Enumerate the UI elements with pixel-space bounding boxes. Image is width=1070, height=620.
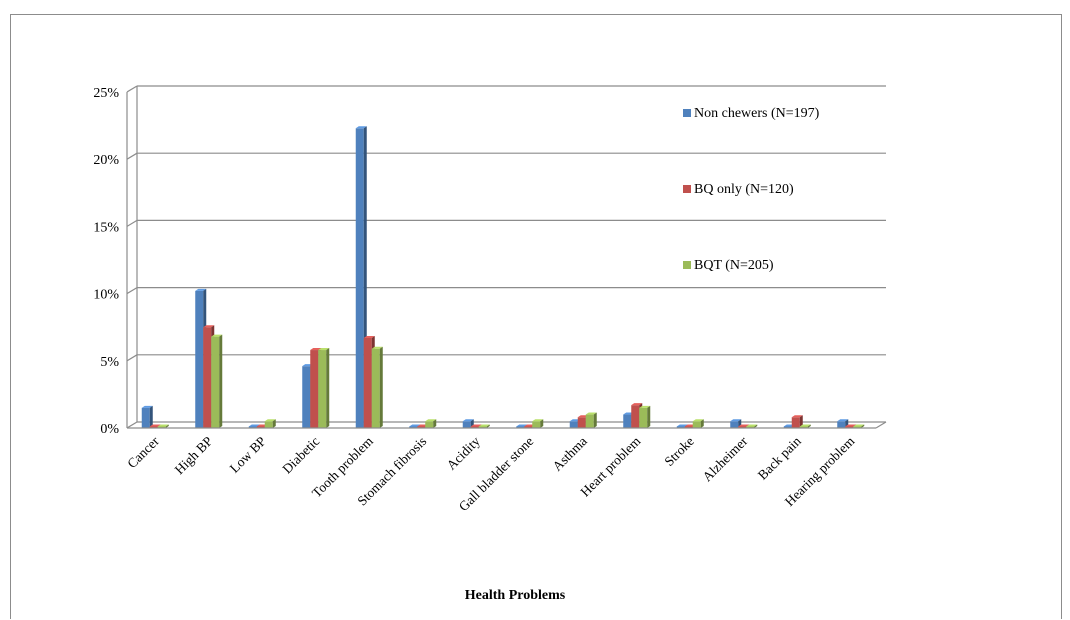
gridline-depth <box>126 85 138 93</box>
legend-swatch <box>683 261 691 269</box>
legend-swatch <box>683 109 691 117</box>
x-tick-label: Acidity <box>444 433 483 472</box>
x-tick-label: High BP <box>172 434 216 478</box>
bar <box>791 415 803 428</box>
gridline-depth <box>126 152 138 160</box>
y-tick-label: 15% <box>93 220 119 235</box>
legend-label: BQ only (N=120) <box>694 182 794 197</box>
bar <box>853 424 865 428</box>
bar <box>799 424 811 428</box>
gridline-depth <box>126 354 138 362</box>
gridlines <box>126 85 886 429</box>
legend-label: BQT (N=205) <box>694 258 774 273</box>
legend: Non chewers (N=197) BQ only (N=120) BQT (N… <box>683 106 820 273</box>
x-tick-label: Asthma <box>550 434 590 474</box>
x-tick-label: Back pain <box>755 433 804 482</box>
chart-frame: 0% 5% 10% 15% 20% 25% Cancer High BP Low BP Diab… <box>10 14 1062 619</box>
legend-label: Non chewers (N=197) <box>694 106 820 121</box>
axes <box>126 86 887 429</box>
y-tick-label: 0% <box>100 422 119 437</box>
y-tick-label: 20% <box>93 153 119 168</box>
bar-chart: 0% 5% 10% 15% 20% 25% Cancer High BP Low BP Diab… <box>93 85 887 603</box>
y-tick-label: 25% <box>93 86 119 101</box>
y-tick-label: 10% <box>93 288 119 303</box>
x-axis-depth <box>875 421 887 429</box>
bar <box>157 424 169 428</box>
legend-swatch <box>683 185 691 193</box>
bar <box>425 419 437 428</box>
y-tick-label: 5% <box>100 355 119 370</box>
bar <box>746 424 758 428</box>
x-axis-label: Health Problems <box>465 588 566 603</box>
x-tick-label: Alzheimer <box>699 433 750 484</box>
bar <box>264 419 276 428</box>
x-tick-label: Stroke <box>661 434 697 470</box>
bar <box>478 424 490 428</box>
x-tick-label: Diabetic <box>279 434 322 477</box>
x-tick-label: Cancer <box>124 433 162 471</box>
bar <box>639 405 651 428</box>
bar <box>692 419 704 428</box>
y-axis-ticks: 0% 5% 10% 15% 20% 25% <box>93 86 119 437</box>
bar <box>141 405 153 428</box>
bar <box>318 348 330 428</box>
bar <box>371 346 383 428</box>
x-tick-label: Low BP <box>227 434 269 476</box>
gridline-depth <box>126 219 138 227</box>
bar <box>532 419 544 428</box>
gridline-depth <box>126 421 138 429</box>
bar <box>585 412 597 428</box>
gridline-depth <box>126 287 138 295</box>
bar <box>211 334 223 428</box>
bars <box>141 126 865 429</box>
